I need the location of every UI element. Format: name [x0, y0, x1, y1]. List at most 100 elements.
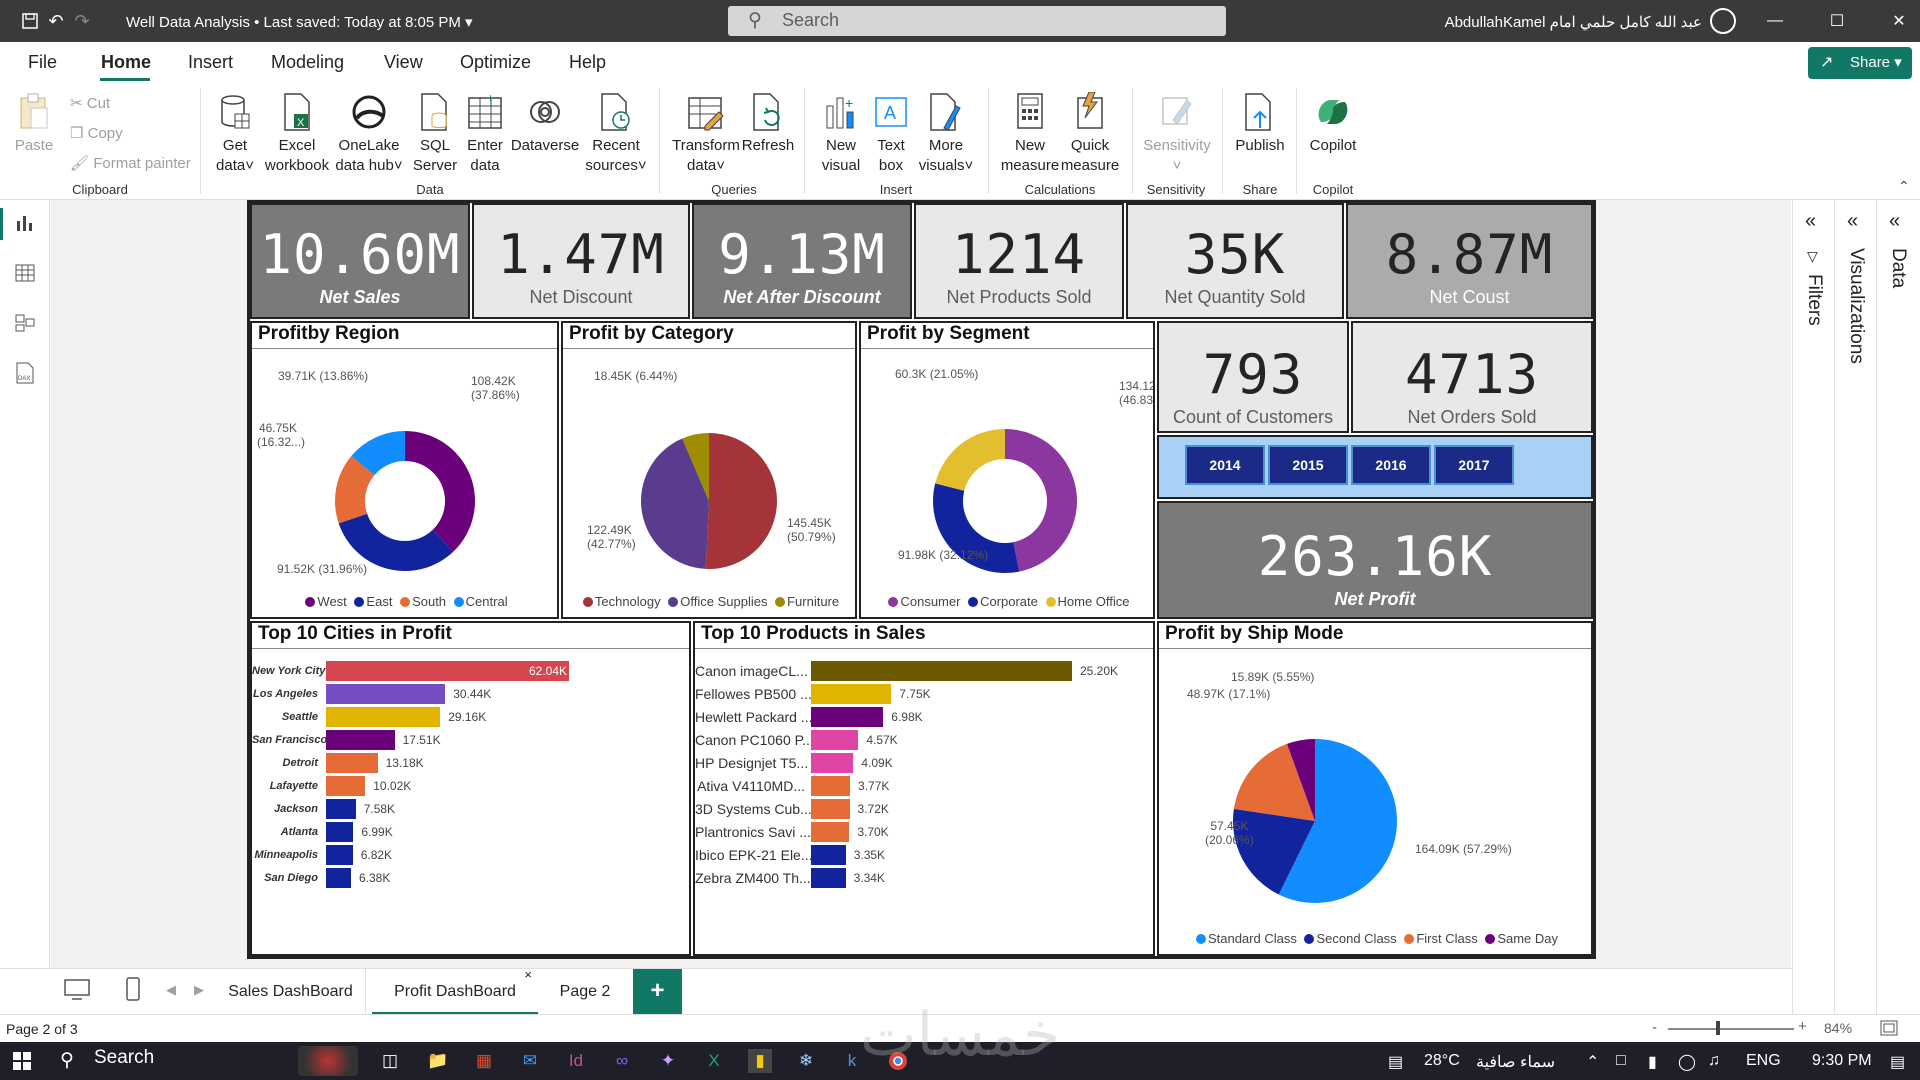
- mobile-layout-icon[interactable]: [126, 977, 140, 1006]
- close-tab-icon[interactable]: ×: [524, 967, 532, 982]
- kpi-net-quantity-sold-card[interactable]: 35K Net Quantity Sold: [1126, 203, 1344, 319]
- chrome-icon[interactable]: [886, 1049, 910, 1073]
- notifications-icon[interactable]: ▤: [1890, 1054, 1906, 1071]
- visual-studio-icon[interactable]: ∞: [615, 1051, 629, 1070]
- profit-by-region-chart[interactable]: Profitby Region 108.42K (37.86%) 39.71K (…: [250, 321, 559, 619]
- fit-to-page-icon[interactable]: [1880, 1020, 1898, 1041]
- table-view-icon[interactable]: [12, 260, 38, 286]
- file-explorer-icon[interactable]: 📁: [427, 1051, 449, 1070]
- collapse-ribbon-icon[interactable]: ⌃: [1898, 178, 1910, 194]
- bar-6[interactable]: [811, 799, 850, 819]
- language-indicator[interactable]: ENG: [1746, 1052, 1781, 1069]
- snipping-tool-icon[interactable]: ❄: [798, 1051, 814, 1070]
- undo-icon[interactable]: ↶: [48, 10, 64, 31]
- transform-data-button[interactable]: Transform data˅: [668, 90, 744, 176]
- profit-by-category-chart[interactable]: Profit by Category 18.45K (6.44%) 145.45…: [561, 321, 857, 619]
- dataverse-button[interactable]: Dataverse: [510, 90, 580, 156]
- bar-5[interactable]: [326, 776, 366, 796]
- volume-icon[interactable]: ♫: [1708, 1052, 1720, 1069]
- network-icon[interactable]: □: [1616, 1052, 1626, 1069]
- account-avatar-icon[interactable]: [1710, 8, 1736, 34]
- bar-8[interactable]: [326, 845, 353, 865]
- bar-3[interactable]: [811, 730, 859, 750]
- previous-page-icon[interactable]: ◀: [166, 982, 176, 997]
- menu-help[interactable]: Help: [569, 52, 607, 72]
- bar-1[interactable]: [326, 684, 446, 704]
- year-2015-button[interactable]: 2015: [1268, 445, 1348, 485]
- slice-west[interactable]: [405, 431, 475, 552]
- power-bi-taskbar-icon[interactable]: ▮: [748, 1049, 772, 1073]
- slice-same-day[interactable]: [1286, 739, 1315, 821]
- slice-office-supplies[interactable]: [641, 438, 709, 569]
- save-icon[interactable]: [18, 9, 42, 33]
- profit-by-segment-chart[interactable]: Profit by Segment 60.3K (21.05%) 134.12K…: [859, 321, 1155, 619]
- kpi-net-cost-card[interactable]: 8.87M Net Coust: [1346, 203, 1593, 319]
- app-icon[interactable]: ✦: [660, 1051, 676, 1070]
- bar-4[interactable]: [326, 753, 378, 773]
- desktop-layout-icon[interactable]: [64, 979, 90, 1006]
- zoom-in-button[interactable]: +: [1798, 1018, 1807, 1035]
- globe-icon[interactable]: ◯: [1678, 1054, 1696, 1071]
- kpi-net-orders-sold-card[interactable]: 4713 Net Orders Sold: [1351, 321, 1593, 433]
- zoom-out-button[interactable]: -: [1652, 1019, 1657, 1036]
- show-hidden-icons[interactable]: ⌃: [1586, 1054, 1600, 1071]
- excel-workbook-button[interactable]: X Excel workbook: [262, 90, 332, 176]
- indesign-icon[interactable]: Id: [568, 1051, 584, 1070]
- slice-first-class[interactable]: [1233, 743, 1315, 821]
- new-measure-button[interactable]: New measure: [1000, 90, 1060, 176]
- slice-consumer[interactable]: [1005, 429, 1077, 572]
- bar-5[interactable]: [811, 776, 851, 796]
- onelake-button[interactable]: OneLake data hub˅: [332, 90, 406, 176]
- bar-6[interactable]: [326, 799, 356, 819]
- recent-sources-button[interactable]: Recent sources˅: [584, 90, 648, 176]
- search-input[interactable]: ⚲ Search: [728, 6, 1226, 36]
- paste-button[interactable]: Paste: [14, 90, 54, 156]
- text-box-button[interactable]: A Text box: [866, 90, 916, 176]
- task-view-icon[interactable]: ◫: [381, 1051, 399, 1070]
- maximize-button[interactable]: ☐: [1829, 13, 1845, 30]
- year-2017-button[interactable]: 2017: [1434, 445, 1514, 485]
- enter-data-button[interactable]: + Enter data: [462, 90, 508, 176]
- filters-pane-collapsed[interactable]: « ▽ Filters: [1793, 200, 1835, 1030]
- menu-optimize[interactable]: Optimize: [460, 52, 532, 72]
- zoom-slider[interactable]: [1668, 1028, 1794, 1030]
- tab-sales-dashboard[interactable]: Sales DashBoard: [216, 969, 366, 1015]
- expand-filters-icon[interactable]: «: [1805, 210, 1817, 232]
- top-products-chart[interactable]: Top 10 Products in Sales Canon imageCL..…: [693, 621, 1155, 956]
- top-cities-chart[interactable]: Top 10 Cities in Profit New York City 62.…: [250, 621, 691, 956]
- sql-server-button[interactable]: SQL Server: [412, 90, 458, 176]
- bar-0[interactable]: [326, 661, 569, 681]
- visualizations-pane-collapsed[interactable]: « Visualizations: [1835, 200, 1877, 1030]
- redo-icon[interactable]: ↷: [74, 10, 90, 31]
- menu-file[interactable]: File: [28, 52, 58, 72]
- get-data-button[interactable]: Get data˅: [210, 90, 260, 176]
- menu-view[interactable]: View: [384, 52, 423, 72]
- bar-9[interactable]: [811, 868, 846, 888]
- dax-query-view-icon[interactable]: DAX: [12, 360, 38, 386]
- data-pane-collapsed[interactable]: « Data: [1877, 200, 1919, 1030]
- windows-start-icon[interactable]: [10, 1049, 34, 1073]
- slice-corporate[interactable]: [933, 483, 1020, 573]
- slice-east[interactable]: [338, 513, 454, 571]
- minimize-button[interactable]: —: [1767, 12, 1783, 29]
- taskbar-search[interactable]: Search: [94, 1047, 155, 1068]
- refresh-button[interactable]: Refresh: [740, 90, 796, 156]
- kpi-net-sales-card[interactable]: 10.60M Net Sales: [250, 203, 470, 319]
- bar-7[interactable]: [811, 822, 850, 842]
- profit-by-ship-mode-chart[interactable]: Profit by Ship Mode 15.89K (5.55%) 48.97…: [1157, 621, 1593, 956]
- slice-central[interactable]: [351, 431, 405, 476]
- kpi-net-profit-card[interactable]: 263.16K Net Profit: [1157, 501, 1593, 619]
- bar-3[interactable]: [326, 730, 395, 750]
- menu-insert[interactable]: Insert: [188, 52, 234, 72]
- publish-button[interactable]: Publish: [1232, 90, 1288, 156]
- cut-button[interactable]: ✂ Cut: [70, 95, 111, 112]
- menu-modeling[interactable]: Modeling: [271, 52, 345, 72]
- new-visual-button[interactable]: + New visual: [816, 90, 866, 176]
- year-2014-button[interactable]: 2014: [1185, 445, 1265, 485]
- bar-9[interactable]: [326, 868, 351, 888]
- slice-furniture[interactable]: [682, 433, 709, 501]
- model-view-icon[interactable]: [12, 310, 38, 336]
- quick-measure-button[interactable]: Quick measure: [1060, 90, 1120, 176]
- kpi-net-after-discount-card[interactable]: 9.13M Net After Discount: [692, 203, 912, 319]
- kpi-count-of-customers-card[interactable]: 793 Count of Customers: [1157, 321, 1349, 433]
